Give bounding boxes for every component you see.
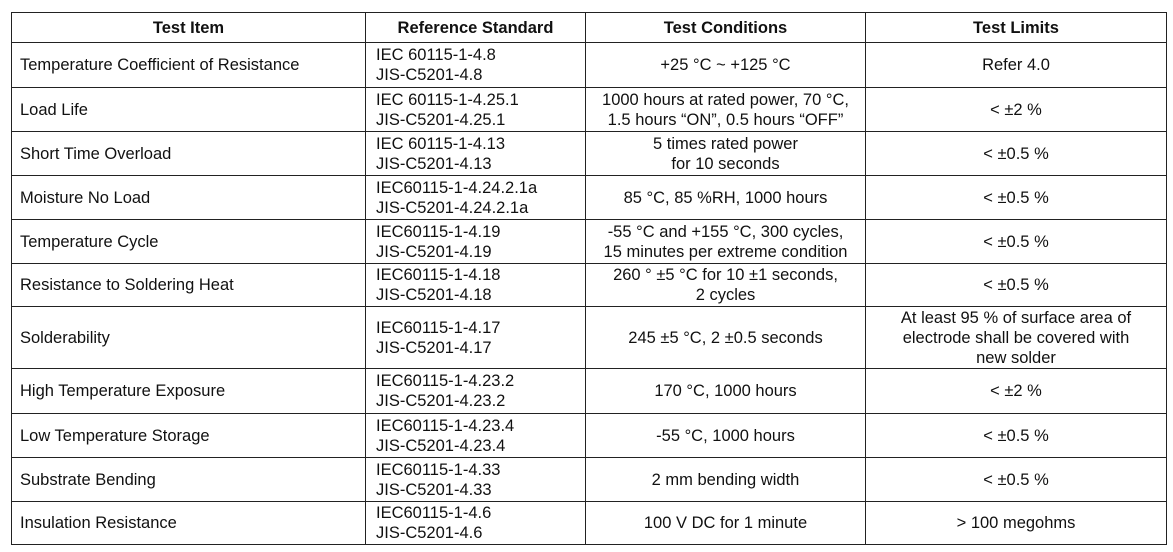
header-cell: Test Conditions bbox=[585, 12, 866, 43]
table-cell: < ±2 % bbox=[865, 87, 1167, 132]
table-cell: 170 °C, 1000 hours bbox=[585, 368, 866, 414]
table-cell: Resistance to Soldering Heat bbox=[11, 263, 366, 307]
header-row: Test Item Reference Standard Test Conditio… bbox=[11, 12, 1167, 43]
table-cell: Solderability bbox=[11, 306, 366, 369]
table-row: Substrate Bending IEC60115-1-4.33 JIS-C52… bbox=[11, 457, 1167, 502]
table-cell: < ±0.5 % bbox=[865, 263, 1167, 307]
table-cell: IEC60115-1-4.23.4 JIS-C5201-4.23.4 bbox=[365, 413, 586, 458]
table-cell: IEC60115-1-4.19 JIS-C5201-4.19 bbox=[365, 219, 586, 264]
table-row: Solderability IEC60115-1-4.17 JIS-C5201-4… bbox=[11, 306, 1167, 369]
test-table: Test Item Reference Standard Test Conditio… bbox=[11, 12, 1167, 545]
table-cell: +25 °C ~ +125 °C bbox=[585, 42, 866, 88]
table-cell: Refer 4.0 bbox=[865, 42, 1167, 88]
table-cell: Substrate Bending bbox=[11, 457, 366, 502]
table-cell: < ±0.5 % bbox=[865, 131, 1167, 176]
table-cell: > 100 megohms bbox=[865, 501, 1167, 545]
table-cell: 1000 hours at rated power, 70 °C, 1.5 ho… bbox=[585, 87, 866, 132]
table-cell: -55 °C, 1000 hours bbox=[585, 413, 866, 458]
table-cell: IEC 60115-1-4.8 JIS-C5201-4.8 bbox=[365, 42, 586, 88]
table-row: Temperature Cycle IEC60115-1-4.19 JIS-C52… bbox=[11, 219, 1167, 264]
table-cell: IEC 60115-1-4.25.1 JIS-C5201-4.25.1 bbox=[365, 87, 586, 132]
table-cell: IEC60115-1-4.33 JIS-C5201-4.33 bbox=[365, 457, 586, 502]
table-cell: IEC60115-1-4.24.2.1a JIS-C5201-4.24.2.1a bbox=[365, 175, 586, 220]
table-cell: < ±0.5 % bbox=[865, 219, 1167, 264]
header-cell: Test Limits bbox=[865, 12, 1167, 43]
table-row: Moisture No Load IEC60115-1-4.24.2.1a JIS… bbox=[11, 175, 1167, 220]
table-row: High Temperature Exposure IEC60115-1-4.23… bbox=[11, 368, 1167, 414]
table-cell: 5 times rated power for 10 seconds bbox=[585, 131, 866, 176]
table-cell: < ±0.5 % bbox=[865, 175, 1167, 220]
table-cell: IEC60115-1-4.6 JIS-C5201-4.6 bbox=[365, 501, 586, 545]
table-cell: Low Temperature Storage bbox=[11, 413, 366, 458]
table-row: Insulation Resistance IEC60115-1-4.6 JIS-… bbox=[11, 501, 1167, 545]
table-row: Short Time Overload IEC 60115-1-4.13 JIS-… bbox=[11, 131, 1167, 176]
table-cell: Temperature Coefficient of Resistance bbox=[11, 42, 366, 88]
table-row: Temperature Coefficient of Resistance IEC… bbox=[11, 42, 1167, 88]
table-cell: < ±0.5 % bbox=[865, 457, 1167, 502]
table-cell: 2 mm bending width bbox=[585, 457, 866, 502]
table-row: Low Temperature Storage IEC60115-1-4.23.4… bbox=[11, 413, 1167, 458]
header-cell: Test Item bbox=[11, 12, 366, 43]
table-cell: 85 °C, 85 %RH, 1000 hours bbox=[585, 175, 866, 220]
table-cell: Insulation Resistance bbox=[11, 501, 366, 545]
table-cell: 260 ° ±5 °C for 10 ±1 seconds, 2 cycles bbox=[585, 263, 866, 307]
table-cell: Short Time Overload bbox=[11, 131, 366, 176]
table-body: Temperature Coefficient of Resistance IEC… bbox=[11, 42, 1167, 545]
table-cell: Load Life bbox=[11, 87, 366, 132]
table-cell: High Temperature Exposure bbox=[11, 368, 366, 414]
table-cell: IEC60115-1-4.18 JIS-C5201-4.18 bbox=[365, 263, 586, 307]
table-cell: < ±0.5 % bbox=[865, 413, 1167, 458]
table-cell: IEC60115-1-4.17 JIS-C5201-4.17 bbox=[365, 306, 586, 369]
table-row: Resistance to Soldering Heat IEC60115-1-4… bbox=[11, 263, 1167, 307]
table-cell: IEC 60115-1-4.13 JIS-C5201-4.13 bbox=[365, 131, 586, 176]
table-cell: Temperature Cycle bbox=[11, 219, 366, 264]
table-cell: Moisture No Load bbox=[11, 175, 366, 220]
table-row: Load Life IEC 60115-1-4.25.1 JIS-C5201-4.… bbox=[11, 87, 1167, 132]
header-cell: Reference Standard bbox=[365, 12, 586, 43]
table-cell: < ±2 % bbox=[865, 368, 1167, 414]
table-cell: At least 95 % of surface area of electro… bbox=[865, 306, 1167, 369]
table-cell: -55 °C and +155 °C, 300 cycles, 15 minut… bbox=[585, 219, 866, 264]
table-cell: 245 ±5 °C, 2 ±0.5 seconds bbox=[585, 306, 866, 369]
table-cell: 100 V DC for 1 minute bbox=[585, 501, 866, 545]
table-cell: IEC60115-1-4.23.2 JIS-C5201-4.23.2 bbox=[365, 368, 586, 414]
